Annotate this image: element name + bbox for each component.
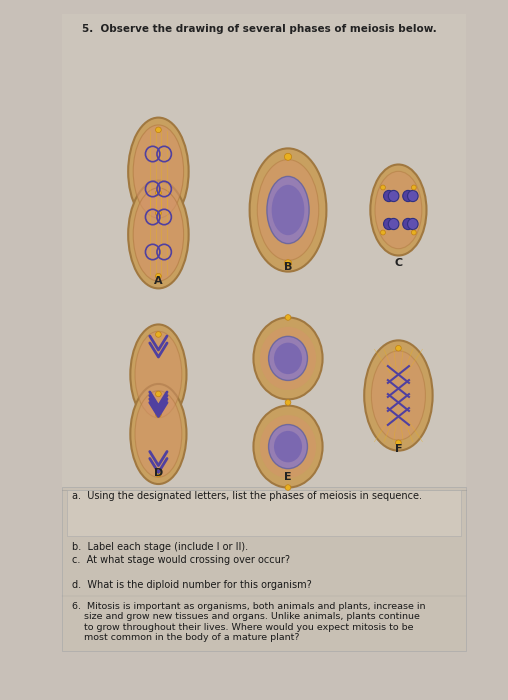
Text: F: F — [395, 444, 402, 454]
Ellipse shape — [285, 484, 291, 490]
Ellipse shape — [380, 230, 386, 235]
Ellipse shape — [272, 185, 304, 235]
Ellipse shape — [371, 351, 425, 440]
Ellipse shape — [388, 190, 399, 202]
Text: C: C — [394, 258, 402, 268]
Ellipse shape — [253, 318, 323, 399]
Ellipse shape — [269, 336, 307, 381]
Ellipse shape — [285, 400, 291, 405]
FancyBboxPatch shape — [62, 14, 466, 651]
Ellipse shape — [370, 164, 427, 256]
Ellipse shape — [411, 185, 416, 190]
Ellipse shape — [269, 424, 307, 469]
Ellipse shape — [403, 190, 414, 202]
Ellipse shape — [155, 471, 161, 477]
Ellipse shape — [375, 172, 422, 248]
Text: 6.  Mitosis is important as organisms, both animals and plants, increase in
    : 6. Mitosis is important as organisms, bo… — [72, 602, 426, 642]
Ellipse shape — [396, 346, 401, 351]
Ellipse shape — [155, 391, 161, 397]
Ellipse shape — [407, 218, 418, 230]
Ellipse shape — [253, 405, 323, 487]
Ellipse shape — [260, 415, 316, 478]
Ellipse shape — [384, 218, 394, 230]
Ellipse shape — [249, 148, 327, 272]
Ellipse shape — [155, 332, 161, 337]
FancyBboxPatch shape — [67, 490, 461, 536]
Ellipse shape — [155, 127, 161, 133]
Ellipse shape — [133, 188, 183, 281]
Text: B: B — [284, 262, 292, 272]
Ellipse shape — [128, 181, 188, 288]
FancyBboxPatch shape — [62, 486, 466, 651]
Text: 5.  Observe the drawing of several phases of meiosis below.: 5. Observe the drawing of several phases… — [82, 25, 436, 34]
Ellipse shape — [267, 176, 309, 244]
Ellipse shape — [285, 315, 291, 321]
Text: D: D — [154, 468, 163, 478]
Ellipse shape — [411, 230, 416, 235]
Ellipse shape — [407, 190, 418, 202]
Ellipse shape — [380, 185, 386, 190]
Ellipse shape — [131, 384, 186, 484]
Ellipse shape — [274, 431, 302, 462]
Ellipse shape — [260, 327, 316, 390]
Text: c.  At what stage would crossing over occur?: c. At what stage would crossing over occ… — [72, 555, 290, 565]
Ellipse shape — [133, 125, 183, 218]
Ellipse shape — [128, 118, 188, 225]
Ellipse shape — [396, 440, 401, 446]
Ellipse shape — [131, 325, 186, 424]
Text: a.  Using the designated letters, list the phases of meiosis in sequence.: a. Using the designated letters, list th… — [72, 491, 422, 501]
Text: d.  What is the diploid number for this organism?: d. What is the diploid number for this o… — [72, 580, 312, 589]
Ellipse shape — [257, 160, 319, 260]
Ellipse shape — [155, 210, 161, 216]
Ellipse shape — [364, 340, 433, 451]
Ellipse shape — [388, 218, 399, 230]
Ellipse shape — [155, 190, 161, 195]
Ellipse shape — [155, 412, 161, 417]
Ellipse shape — [135, 331, 182, 418]
Ellipse shape — [384, 190, 394, 202]
Text: E: E — [284, 472, 292, 482]
Ellipse shape — [135, 391, 182, 477]
Text: A: A — [154, 276, 163, 286]
Ellipse shape — [284, 153, 292, 160]
Text: b.  Label each stage (include I or II).: b. Label each stage (include I or II). — [72, 542, 248, 552]
Ellipse shape — [403, 218, 414, 230]
Ellipse shape — [155, 273, 161, 279]
Ellipse shape — [274, 343, 302, 374]
Ellipse shape — [284, 260, 292, 267]
